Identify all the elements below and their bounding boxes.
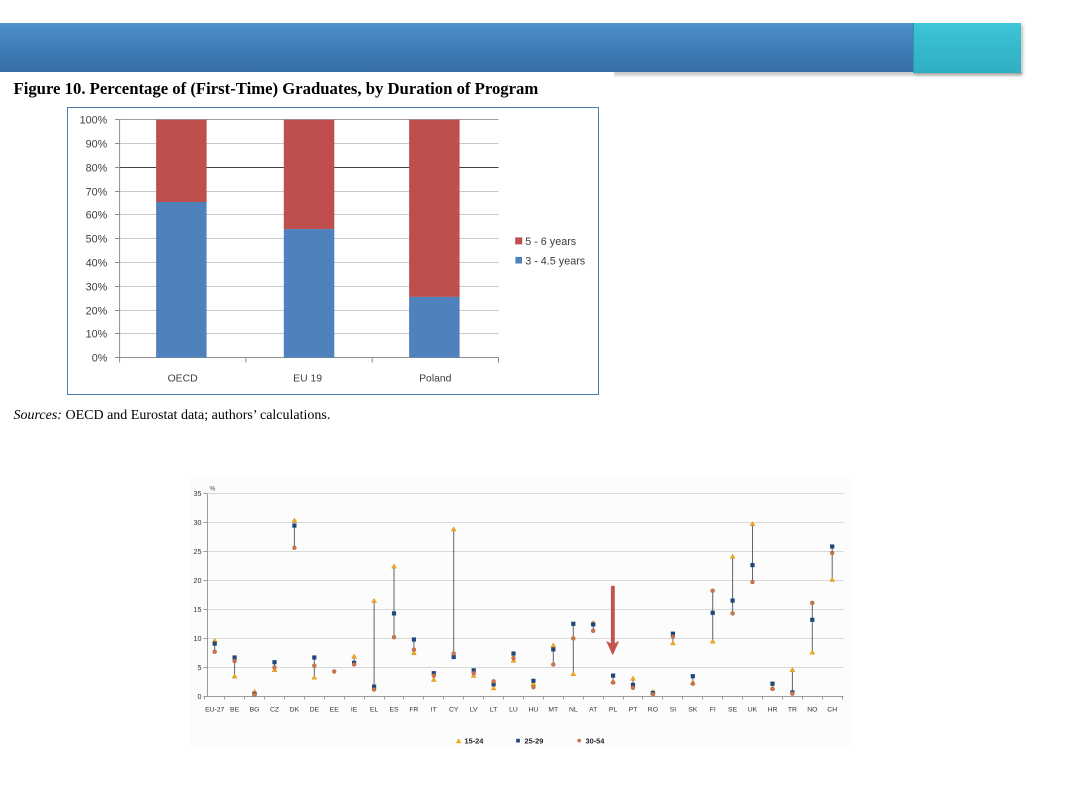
svg-text:HR: HR (768, 706, 778, 713)
svg-text:35: 35 (194, 489, 202, 498)
svg-text:20: 20 (194, 576, 202, 585)
svg-text:25: 25 (194, 547, 202, 556)
svg-text:10%: 10% (86, 329, 108, 341)
svg-text:ES: ES (389, 706, 399, 713)
svg-text:SK: SK (688, 706, 698, 713)
svg-text:30: 30 (194, 518, 202, 527)
svg-text:BG: BG (250, 706, 260, 713)
svg-text:IE: IE (351, 706, 358, 713)
svg-text:5: 5 (198, 663, 202, 672)
svg-text:AT: AT (589, 706, 597, 713)
svg-text:0%: 0% (92, 353, 108, 365)
svg-text:DE: DE (310, 706, 320, 713)
svg-text:NO: NO (807, 706, 817, 713)
svg-text:TR: TR (788, 706, 797, 713)
svg-text:IT: IT (431, 706, 437, 713)
svg-text:20%: 20% (86, 306, 108, 318)
svg-text:%: % (210, 486, 216, 493)
svg-text:HU: HU (528, 706, 538, 713)
svg-text:CY: CY (449, 706, 459, 713)
svg-text:RO: RO (648, 706, 658, 713)
svg-text:70%: 70% (86, 187, 108, 199)
svg-text:90%: 90% (86, 139, 108, 151)
svg-text:LT: LT (490, 706, 497, 713)
svg-text:PT: PT (629, 706, 638, 713)
svg-text:FI: FI (710, 706, 716, 713)
svg-text:CZ: CZ (270, 706, 279, 713)
svg-text:50%: 50% (86, 234, 108, 246)
svg-text:PL: PL (609, 706, 618, 713)
svg-text:15-24: 15-24 (465, 736, 485, 745)
svg-text:CH: CH (827, 706, 837, 713)
svg-text:80%: 80% (86, 163, 108, 175)
svg-text:EU-27: EU-27 (205, 706, 224, 713)
svg-text:30-54: 30-54 (586, 736, 606, 745)
svg-text:LV: LV (470, 706, 478, 713)
svg-text:BE: BE (230, 706, 240, 713)
svg-text:DK: DK (290, 706, 300, 713)
svg-text:3 - 4.5 years: 3 - 4.5 years (525, 255, 586, 267)
svg-text:UK: UK (748, 706, 758, 713)
svg-text:EL: EL (370, 706, 379, 713)
svg-text:10: 10 (194, 634, 202, 643)
svg-text:Poland: Poland (419, 373, 452, 384)
svg-text:FR: FR (409, 706, 418, 713)
svg-text:5 - 6 years: 5 - 6 years (525, 236, 577, 248)
svg-text:SI: SI (670, 706, 677, 713)
svg-text:15: 15 (194, 605, 202, 614)
svg-text:100%: 100% (80, 115, 108, 127)
svg-text:EE: EE (330, 706, 340, 713)
svg-text:40%: 40% (86, 258, 108, 270)
svg-text:60%: 60% (86, 210, 108, 222)
svg-text:OECD: OECD (168, 373, 198, 384)
svg-text:25-29: 25-29 (525, 736, 544, 745)
svg-text:EU 19: EU 19 (293, 373, 322, 384)
svg-text:30%: 30% (86, 282, 108, 294)
svg-text:LU: LU (509, 706, 518, 713)
svg-text:NL: NL (569, 706, 578, 713)
svg-text:0: 0 (198, 692, 202, 701)
svg-text:SE: SE (728, 706, 738, 713)
svg-text:MT: MT (548, 706, 558, 713)
